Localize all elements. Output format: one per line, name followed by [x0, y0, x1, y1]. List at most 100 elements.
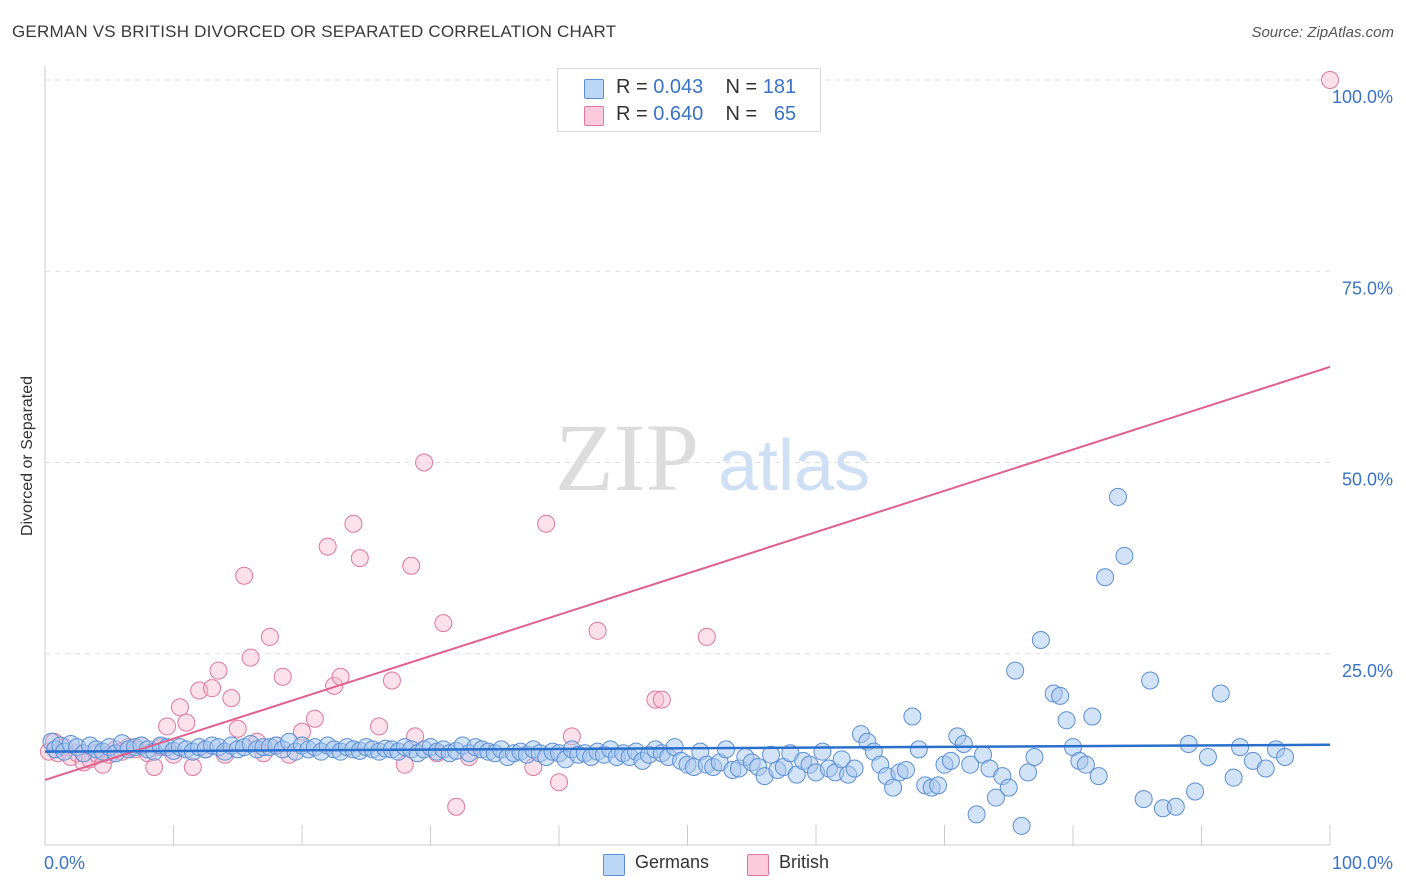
german-point	[845, 759, 864, 778]
german-point	[1089, 767, 1108, 786]
german-point	[1076, 755, 1095, 774]
german-point	[1057, 711, 1076, 730]
german-points	[42, 487, 1295, 835]
grid-lines	[45, 79, 1330, 655]
germans-swatch	[603, 854, 625, 876]
german-point	[896, 761, 915, 780]
german-point	[832, 750, 851, 769]
german-point	[1186, 782, 1205, 801]
british-point	[325, 676, 344, 695]
legend-n-value: 181	[762, 76, 797, 98]
british-swatch	[747, 854, 769, 876]
german-point	[941, 751, 960, 770]
germans-swatch	[584, 79, 604, 99]
british-point	[145, 757, 164, 776]
y-tick-label: 50.0%	[1342, 470, 1393, 490]
german-point	[1006, 661, 1025, 680]
german-point	[929, 776, 948, 795]
british-point	[382, 671, 401, 690]
german-point	[1256, 759, 1275, 778]
german-trend-line	[44, 743, 1331, 753]
british-point	[370, 717, 389, 736]
british-point	[318, 537, 337, 556]
german-point	[1211, 684, 1230, 703]
german-point	[1051, 686, 1070, 705]
british-point	[209, 661, 228, 680]
german-point	[954, 735, 973, 754]
german-point	[1031, 630, 1050, 649]
y-tick-label: 25.0%	[1342, 661, 1393, 681]
german-point	[1025, 748, 1044, 767]
y-tick-label: 75.0%	[1342, 278, 1393, 298]
trend-lines	[44, 365, 1331, 781]
british-point	[273, 667, 292, 686]
correlation-legend: R = 0.043 N = 181 R = 0.640 N = 65	[557, 68, 821, 132]
british-point	[305, 709, 324, 728]
british-point	[415, 453, 434, 472]
german-point	[1012, 816, 1031, 835]
y-tick-label: 100.0%	[1332, 87, 1393, 107]
x-tick-label: 100.0%	[1332, 853, 1393, 873]
y-axis-label: Divorced or Separated	[19, 376, 36, 536]
germans-label: Germans	[635, 852, 710, 872]
german-point	[986, 788, 1005, 807]
british-point	[537, 514, 556, 533]
german-point	[884, 778, 903, 797]
british-point	[203, 679, 222, 698]
german-point	[1276, 748, 1295, 767]
watermark-zip: ZIP	[555, 404, 699, 511]
british-point	[241, 648, 260, 667]
german-point	[1141, 671, 1160, 690]
british-swatch	[584, 106, 604, 126]
british-point	[447, 797, 466, 816]
german-point	[1198, 748, 1217, 767]
british-point	[646, 690, 665, 709]
british-point	[1321, 71, 1339, 89]
tick-labels: 25.0% 50.0% 75.0% 100.0% 0.0% 100.0%	[44, 87, 1393, 873]
german-point	[813, 742, 832, 761]
british-point	[158, 717, 177, 736]
british-point	[228, 719, 247, 738]
british-label: British	[779, 852, 830, 872]
german-point	[717, 740, 736, 759]
german-point	[1115, 546, 1134, 565]
german-point	[1231, 738, 1250, 757]
british-point	[260, 627, 279, 646]
german-point	[1134, 790, 1153, 809]
german-point	[1108, 487, 1127, 506]
watermark: ZIP atlas	[555, 404, 870, 511]
watermark-atlas: atlas	[718, 426, 870, 506]
source-label: Source: ZipAtlas.com	[1251, 24, 1394, 41]
german-point	[1083, 707, 1102, 726]
british-point	[183, 757, 202, 776]
legend-n-label: N =	[725, 76, 763, 98]
british-point	[344, 514, 363, 533]
british-point	[222, 689, 241, 708]
german-point	[909, 740, 928, 759]
british-point	[235, 566, 254, 585]
british-point	[170, 698, 189, 717]
german-point	[1179, 735, 1198, 754]
chart-title: GERMAN VS BRITISH DIVORCED OR SEPARATED …	[12, 22, 617, 41]
german-point	[1019, 763, 1038, 782]
german-point	[1224, 768, 1243, 787]
german-point	[1166, 797, 1185, 816]
british-point	[177, 713, 196, 732]
legend-r-label: R =	[616, 76, 654, 98]
legend-r-label: R =	[616, 103, 654, 125]
x-tick-label: 0.0%	[44, 853, 85, 873]
legend-n-label: N =	[725, 103, 763, 125]
german-point	[967, 805, 986, 824]
british-point	[402, 556, 421, 575]
british-point	[434, 614, 453, 633]
german-point	[762, 745, 781, 764]
german-point	[1096, 568, 1115, 587]
british-trend-line	[44, 365, 1331, 781]
british-point	[652, 690, 671, 709]
british-point	[350, 549, 369, 568]
british-point	[588, 621, 607, 640]
legend-n-value: 65	[773, 103, 797, 125]
german-point	[903, 707, 922, 726]
british-point	[550, 773, 568, 792]
